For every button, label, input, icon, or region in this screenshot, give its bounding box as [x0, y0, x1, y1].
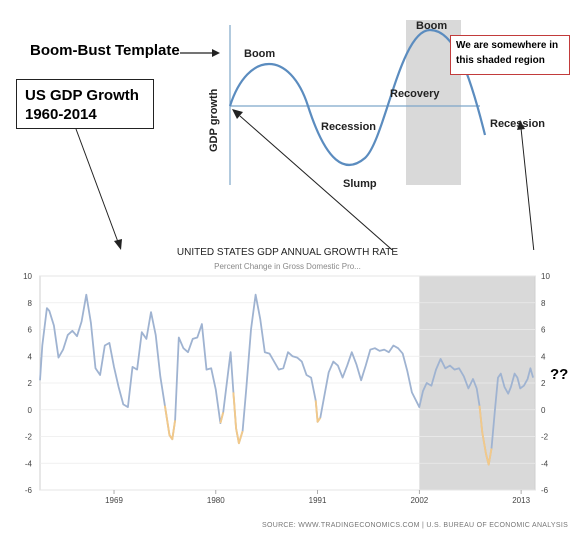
y-tick-label-left: 10 — [23, 272, 32, 281]
y-tick-label-left: 0 — [28, 406, 33, 415]
label-boom-1: Boom — [244, 48, 276, 60]
y-tick-label-right: 8 — [541, 299, 546, 308]
template-arrow-head — [212, 49, 220, 57]
x-tick-label: 2002 — [410, 496, 428, 505]
us-gdp-title: US GDP Growth — [25, 87, 139, 104]
y-tick-label-right: -6 — [541, 486, 549, 495]
recession-highlight — [478, 405, 493, 466]
label-recovery: Recovery — [390, 88, 440, 100]
us-gdp-years: 1960-2014 — [25, 106, 97, 123]
y-tick-label-right: 0 — [541, 406, 546, 415]
gdp-series-line — [39, 293, 534, 466]
label-boom-2: Boom — [416, 20, 448, 32]
label-slump: Slump — [343, 178, 377, 190]
y-tick-label-right: 10 — [541, 272, 550, 281]
y-tick-label-right: -4 — [541, 459, 549, 468]
y-tick-label-right: 4 — [541, 352, 546, 361]
x-tick-label: 1991 — [309, 496, 327, 505]
boom-bust-template-diagram — [75, 20, 535, 250]
x-tick-label: 1969 — [105, 496, 123, 505]
y-tick-label-left: -2 — [25, 433, 33, 442]
arrow-head-left — [232, 109, 243, 119]
arrow-head-box — [114, 239, 122, 250]
y-tick-label-left: 2 — [28, 379, 33, 388]
y-tick-label-left: 8 — [28, 299, 33, 308]
chart-source: SOURCE: WWW.TRADINGECONOMICS.COM | U.S. … — [262, 522, 569, 529]
label-recession-1: Recession — [321, 121, 377, 133]
shaded-region-note: We are somewhere in this shaded region — [450, 35, 570, 75]
arrow-head-up — [517, 120, 525, 130]
arrow-template-to-chart — [239, 115, 394, 250]
template-heading: Boom-Bust Template — [30, 42, 180, 59]
y-tick-label-left: 6 — [28, 326, 33, 335]
arrow-box-to-chart — [75, 128, 119, 243]
chart-title: UNITED STATES GDP ANNUAL GROWTH RATE — [176, 247, 399, 258]
us-gdp-box: US GDP Growth 1960-2014 — [16, 79, 154, 129]
recession-highlight — [314, 400, 322, 423]
recession-highlight — [163, 405, 177, 441]
question-marks: ?? — [550, 366, 569, 383]
x-tick-label: 1980 — [207, 496, 225, 505]
y-tick-label-right: 2 — [541, 379, 546, 388]
recession-highlight — [232, 392, 244, 445]
chart-subtitle: Percent Change in Gross Domestic Pro... — [214, 262, 361, 271]
label-recession-2: Recession — [490, 118, 546, 130]
y-tick-label-right: -2 — [541, 433, 549, 442]
x-tick-label: 2013 — [512, 496, 530, 505]
boom-bust-curve — [228, 28, 487, 167]
recession-highlight — [219, 412, 225, 424]
y-tick-label-left: -4 — [25, 459, 33, 468]
y-tick-label-left: -6 — [25, 486, 33, 495]
arrow-recession-to-future — [520, 127, 535, 250]
y-tick-label-left: 4 — [28, 352, 33, 361]
y-tick-label-right: 6 — [541, 326, 546, 335]
